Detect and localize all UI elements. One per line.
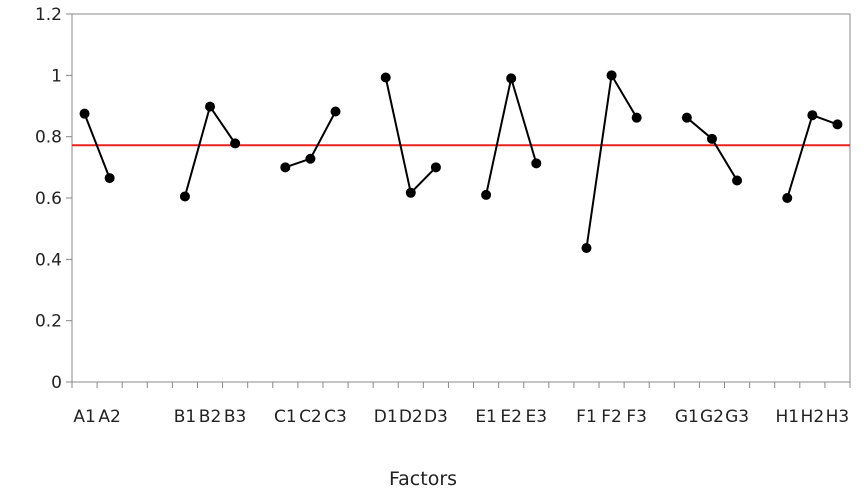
data-point xyxy=(506,73,517,84)
x-tick-label: F3 xyxy=(626,407,647,427)
y-tick-label: 0.8 xyxy=(35,128,62,148)
data-point xyxy=(330,106,341,117)
x-tick-label: A1 xyxy=(73,407,95,427)
x-tick-label: B2 xyxy=(199,407,221,427)
data-point xyxy=(481,189,492,200)
x-tick-label: G3 xyxy=(725,407,749,427)
data-point xyxy=(430,162,441,173)
x-tick-label: B3 xyxy=(224,407,246,427)
x-tick-label: B1 xyxy=(174,407,196,427)
x-tick-labels: A1 A2 B1 B2 B3 C1 C2 C3 D1 D2 D3 E1 E2 E3 F1 F2 F3 G1 G2 G3… xyxy=(73,407,849,427)
y-tick-label: 1.2 xyxy=(35,5,62,25)
data-point xyxy=(782,193,793,203)
data-point xyxy=(104,173,115,184)
data-point xyxy=(305,153,316,164)
x-tick-label: D3 xyxy=(424,407,448,427)
data-point xyxy=(807,110,818,121)
y-tick-label: 0 xyxy=(51,373,62,393)
data-point xyxy=(706,133,717,144)
data-point xyxy=(380,72,391,83)
data-point xyxy=(531,158,542,169)
x-tick-label: D1 xyxy=(374,407,398,427)
data-point xyxy=(79,108,90,119)
series-points xyxy=(79,70,843,253)
data-point xyxy=(179,191,190,202)
x-tick-label: D2 xyxy=(399,407,423,427)
x-tick-label: F2 xyxy=(601,407,622,427)
data-point xyxy=(581,242,592,253)
x-tick-label: E3 xyxy=(526,407,548,427)
x-axis-title: Factors xyxy=(389,468,457,490)
data-point xyxy=(205,101,216,112)
series-line xyxy=(83,113,111,179)
y-tick-label: 0.6 xyxy=(35,189,62,209)
data-point xyxy=(280,162,291,173)
x-tick-label: A2 xyxy=(98,407,120,427)
y-tick-label: 0.2 xyxy=(35,312,62,332)
y-tick-labels: 0 0.2 0.4 0.6 0.8 1 1.2 xyxy=(35,5,62,393)
x-tick-label: E1 xyxy=(475,407,497,427)
x-tick-label: H2 xyxy=(801,407,825,427)
x-tick-label: C1 xyxy=(274,407,297,427)
x-tick-label: G2 xyxy=(700,407,724,427)
data-point xyxy=(832,119,843,130)
y-tick-label: 0.4 xyxy=(35,250,62,270)
data-point xyxy=(230,138,241,149)
x-tick-label: F1 xyxy=(576,407,597,427)
plot-area xyxy=(71,13,851,383)
axis-ticks xyxy=(66,13,851,388)
data-point xyxy=(681,112,692,123)
x-tick-label: G1 xyxy=(675,407,699,427)
x-tick-label: C3 xyxy=(324,407,347,427)
x-tick-label: E2 xyxy=(500,407,522,427)
x-tick-label: C2 xyxy=(299,407,322,427)
data-point xyxy=(606,70,617,81)
data-point xyxy=(732,175,743,186)
x-tick-label: H1 xyxy=(775,407,799,427)
x-tick-label: H3 xyxy=(826,407,850,427)
data-point xyxy=(631,112,642,123)
y-tick-label: 1 xyxy=(51,66,62,86)
data-point xyxy=(405,187,416,198)
